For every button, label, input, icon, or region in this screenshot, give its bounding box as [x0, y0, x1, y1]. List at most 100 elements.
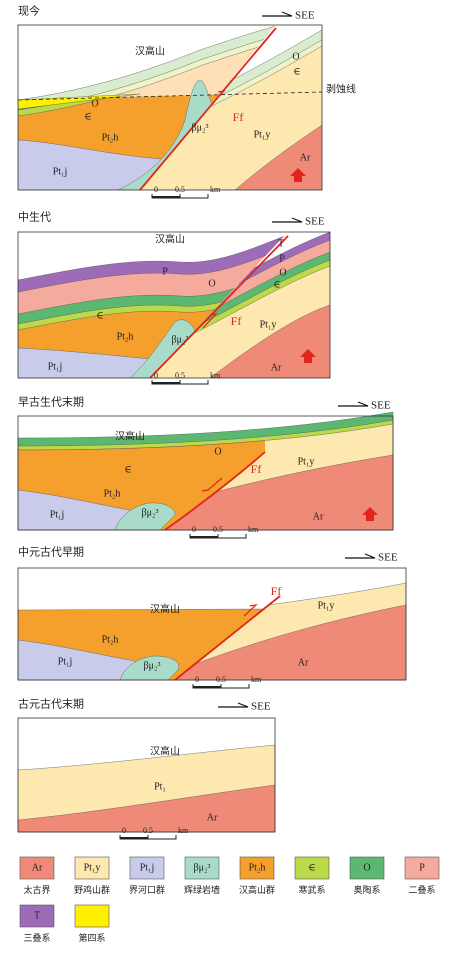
uplift-arrow [300, 349, 316, 363]
unit-label: Pt₁y [254, 129, 271, 140]
cross-section: 古元古代末期 SEE 汉高山 Pt₁ Ar 0 0.5 km [17, 697, 276, 840]
unit-label: 汉高山 [135, 44, 165, 57]
unit-label: βμ₂³ [192, 122, 209, 133]
scale-label: 0.5 [216, 675, 226, 684]
unit-label: ∈ [273, 279, 280, 290]
panel-frame [17, 231, 331, 379]
scale-label: km [210, 185, 221, 194]
panel-title: 中元古代早期 [18, 546, 84, 559]
unit-label: Pt₁j [58, 656, 73, 667]
unit-label: ∈ [124, 464, 131, 475]
unit-label: Ar [298, 657, 309, 668]
unit-label: Ar [207, 812, 218, 823]
legend-name: 奥陶系 [353, 884, 380, 895]
legend: Ar 太古界 Pt₁y 野鸡山群 Pt₁j 界河口群 βμ₂³ 辉绿岩墙 Pt₂h 汉高山群 ∈ 寒武… [19, 856, 440, 943]
fault-line [164, 451, 266, 531]
fault-label: Ff [233, 110, 244, 124]
unit-label: 汉高山 [150, 602, 180, 615]
legend-symbol: ∈ [308, 862, 315, 873]
uplift-arrow [362, 507, 378, 521]
unit-label: P [279, 253, 285, 264]
unit-label: ∈ [96, 310, 103, 321]
fault-line [149, 235, 289, 379]
unit-label: Pt₂h [102, 132, 119, 143]
legend-symbol: βμ₂³ [194, 862, 211, 873]
fault-arrow [243, 604, 258, 617]
rock-unit [18, 423, 265, 530]
unit-label: Pt₁y [318, 600, 335, 611]
legend-name: 二叠系 [408, 885, 435, 895]
fault-arrow [202, 313, 218, 329]
unit-label: 汉高山 [150, 744, 180, 757]
legend-swatch [74, 856, 110, 880]
legend-name: 界河口群 [129, 884, 165, 895]
fault-label: Ff [271, 584, 282, 598]
scale-label: 0 [154, 185, 158, 194]
fault-arrow [201, 477, 223, 492]
legend-name: 三叠系 [23, 933, 50, 943]
scale-label: 0 [122, 826, 126, 835]
scale-label: km [251, 675, 262, 684]
legend-symbol: P [419, 862, 425, 873]
unit-label: Ar [300, 152, 311, 163]
legend-name: 汉高山群 [239, 884, 275, 895]
legend-name: 第四系 [78, 932, 105, 943]
scale-label: km [210, 371, 221, 380]
legend-symbol: Pt₂h [249, 862, 266, 873]
legend-symbol: O [363, 862, 370, 873]
unit-label: O [214, 446, 221, 457]
unit-label: Pt₁j [50, 509, 65, 520]
unit-label: Pt₂h [102, 634, 119, 645]
scale-label: km [178, 826, 189, 835]
legend-name: 太古界 [23, 884, 50, 895]
legend-swatch [239, 856, 275, 880]
unit-label: 汉高山 [155, 232, 185, 245]
erosion-line [17, 91, 323, 101]
fault-line [174, 595, 281, 681]
unit-label: Ar [313, 511, 324, 522]
legend-swatch [294, 856, 330, 880]
legend-symbol: T [34, 910, 40, 921]
legend-swatch [129, 856, 165, 880]
legend-name: 野鸡山群 [74, 884, 110, 895]
panel-title: 现今 [18, 4, 40, 18]
unit-label: 汉高山 [115, 429, 145, 442]
legend-swatch [19, 856, 55, 880]
unit-label: O [208, 278, 215, 289]
panel-frame [17, 567, 407, 681]
fault-arrow [211, 90, 226, 105]
cross-section: 中元古代早期 SEE 汉高山 Ff Pt₁y Pt₂h Pt₁j βμ₂³ Ar 0 0.5 km [17, 546, 407, 689]
unit-label: Pt₁j [53, 166, 68, 177]
unit-label: T [278, 238, 284, 249]
legend-symbol: Pt₁j [140, 862, 155, 873]
direction-label: SEE [251, 701, 271, 713]
direction-arrow [345, 553, 376, 559]
layer-group [18, 423, 265, 530]
unit-label: P [162, 266, 168, 277]
legend-symbol: Pt₁y [84, 862, 101, 873]
legend-symbol: Ar [32, 862, 43, 873]
fault-line [139, 27, 277, 191]
unit-label: O [91, 98, 98, 109]
direction-arrow [272, 217, 303, 223]
direction-arrow [338, 401, 369, 407]
unit-label: Pt₁ [154, 781, 166, 792]
annotation: 剥蚀线 [326, 82, 356, 95]
unit-label: O [292, 51, 299, 62]
panel-frame [17, 24, 323, 191]
unit-label: Pt₂h [104, 488, 121, 499]
legend-swatch [404, 856, 440, 880]
unit-label: βμ₂³ [142, 507, 159, 518]
unit-label: O [279, 267, 286, 278]
direction-arrow [218, 702, 249, 708]
unit-label: Pt₂h [117, 331, 134, 342]
scale-label: 0.5 [143, 826, 153, 835]
uplift-arrow [290, 168, 306, 182]
rock-unit [164, 454, 394, 531]
panel-title: 早古生代末期 [18, 395, 84, 409]
unit-label: βμ₂³ [172, 334, 189, 345]
fault-label: Ff [251, 462, 262, 476]
